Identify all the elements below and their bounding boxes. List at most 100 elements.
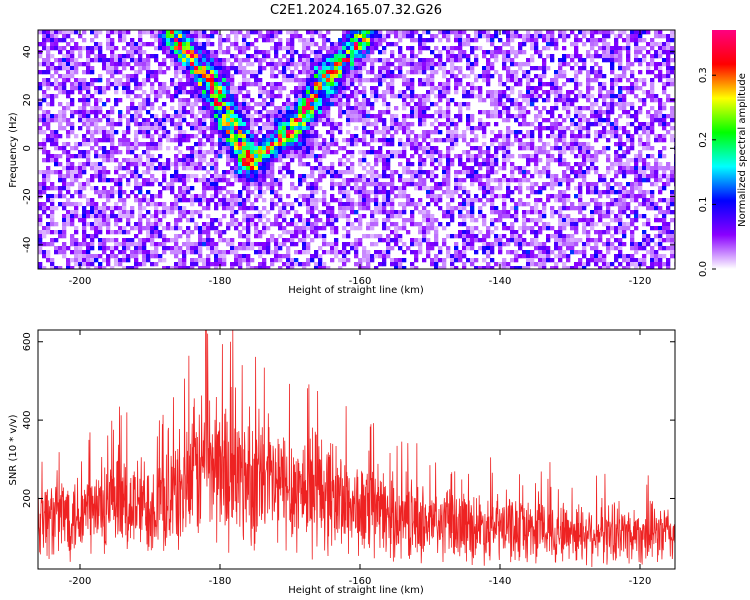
heatmap-cell [642,214,647,219]
heatmap-cell [670,70,675,75]
heatmap-cell [178,206,183,211]
heatmap-cell [230,138,235,143]
heatmap-cell [50,54,55,59]
heatmap-cell [538,74,543,79]
heatmap-cell [226,86,231,91]
heatmap-cell [102,54,107,59]
heatmap-cell [230,30,235,35]
heatmap-cell [94,106,99,111]
heatmap-cell [338,38,343,43]
heatmap-cell [334,126,339,131]
heatmap-cell [266,90,271,95]
heatmap-cell [494,178,499,183]
heatmap-cell [482,30,487,35]
heatmap-cell [110,146,115,151]
heatmap-cell [190,58,195,63]
heatmap-cell [530,86,535,91]
heatmap-cell [430,62,435,67]
heatmap-cell [278,130,283,135]
heatmap-cell [222,98,227,103]
heatmap-cell [530,142,535,147]
heatmap-cell [298,218,303,223]
heatmap-cell [602,74,607,79]
heatmap-cell [66,34,71,39]
heatmap-cell [362,98,367,103]
heatmap-cell [570,58,575,63]
heatmap-cell [230,94,235,99]
heatmap-cell [610,62,615,67]
heatmap-cell [114,222,119,227]
heatmap-cell [614,198,619,203]
heatmap-cell [498,82,503,87]
heatmap-cell [546,174,551,179]
heatmap-cell [318,46,323,51]
heatmap-cell [86,202,91,207]
heatmap-cell [94,186,99,191]
heatmap-cell [38,42,43,47]
heatmap-cell [106,154,111,159]
heatmap-cell [642,90,647,95]
heatmap-cell [662,134,667,139]
heatmap-cell [202,150,207,155]
heatmap-cell [462,218,467,223]
heatmap-cell [90,162,95,167]
heatmap-cell [58,178,63,183]
heatmap-cell [82,222,87,227]
heatmap-cell [262,190,267,195]
heatmap-cell [58,66,63,71]
heatmap-cell [390,78,395,83]
heatmap-cell [278,114,283,119]
heatmap-cell [42,94,47,99]
heatmap-cell [350,42,355,47]
heatmap-cell [522,94,527,99]
heatmap-cell [210,166,215,171]
heatmap-cell [526,146,531,151]
heatmap-cell [110,106,115,111]
heatmap-cell [246,150,251,155]
heatmap-cell [562,214,567,219]
heatmap-cell [634,46,639,51]
heatmap-cell [458,202,463,207]
heatmap-cell [430,102,435,107]
heatmap-cell [62,114,67,119]
heatmap-cell [410,162,415,167]
heatmap-cell [466,102,471,107]
heatmap-cell [266,138,271,143]
heatmap-cell [470,158,475,163]
heatmap-cell [274,182,279,187]
heatmap-cell [430,78,435,83]
heatmap-cell [302,38,307,43]
heatmap-cell [98,78,103,83]
heatmap-cell [78,114,83,119]
heatmap-cell [522,210,527,215]
heatmap-cell [358,38,363,43]
heatmap-cell [654,42,659,47]
heatmap-cell [458,114,463,119]
heatmap-cell [274,126,279,131]
heatmap-cell [590,166,595,171]
heatmap-cell [498,110,503,115]
heatmap-cell [286,74,291,79]
heatmap-cell [542,70,547,75]
heatmap-cell [226,146,231,151]
heatmap-cell [518,166,523,171]
heatmap-cell [402,74,407,79]
heatmap-cell [362,114,367,119]
heatmap-cell [418,154,423,159]
heatmap-cell [82,102,87,107]
heatmap-cell [658,162,663,167]
heatmap-cell [238,198,243,203]
heatmap-cell [442,34,447,39]
heatmap-cell [634,94,639,99]
heatmap-cell [454,186,459,191]
heatmap-cell [642,130,647,135]
heatmap-cell [598,86,603,91]
heatmap-cell [210,54,215,59]
heatmap-cell [214,202,219,207]
heatmap-cell [142,58,147,63]
heatmap-cell [614,50,619,55]
heatmap-cell [306,98,311,103]
heatmap-cell [170,38,175,43]
heatmap-cell [482,78,487,83]
heatmap-cell [66,186,71,191]
